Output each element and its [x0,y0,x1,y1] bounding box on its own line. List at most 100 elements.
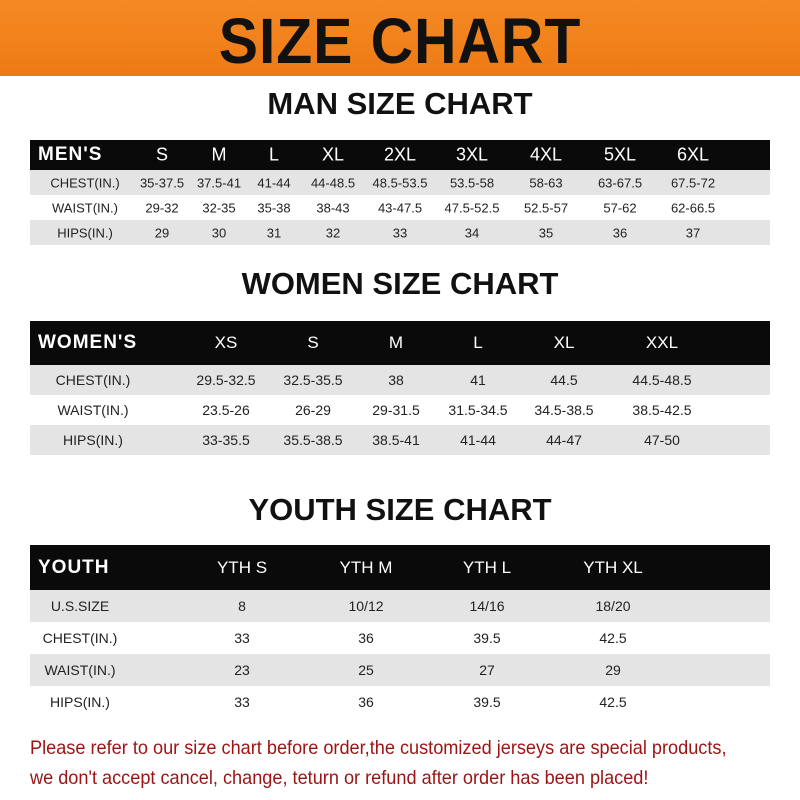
size-header-cell: 3XL [455,144,489,165]
measurement-value: 35.5-38.5 [283,432,343,448]
measurement-value: 29 [154,225,170,240]
measurement-label: CHEST(IN.) [50,175,120,190]
measurement-value: 32.5-35.5 [283,372,343,388]
size-header-cell: L [473,333,483,352]
measurement-value: 8 [238,598,246,614]
measurement-value: 36 [358,630,374,646]
measurement-value: 29 [605,662,621,678]
measurement-value: 39.5 [473,694,501,710]
measurement-value: 39.5 [473,630,501,646]
youth-section-title: YOUTH SIZE CHART [248,492,552,527]
measurement-label: CHEST(IN.) [55,372,131,388]
women-header-row: WOMEN'S XS S M L XL XXL [30,321,770,365]
women-table-row: CHEST(IN.) 29.5-32.5 32.5-35.5 38 41 44.5 44.5… [30,365,770,395]
measurement-value: 41 [470,372,486,388]
measurement-label: WAIST(IN.) [52,200,118,215]
measurement-label: HIPS(IN.) [63,432,123,448]
measurement-value: 33 [234,630,250,646]
size-header-cell: YTH L [462,557,512,577]
order-notice-line-1: Please refer to our size chart before or… [30,737,727,759]
men-table-row: CHEST(IN.) 35-37.5 37.5-41 41-44 44-48.5 48.5… [30,170,770,195]
women-section-title: WOMEN SIZE CHART [241,266,559,301]
women-table-row: WAIST(IN.) 23.5-26 26-29 29-31.5 31.5-34.5 34… [30,395,770,425]
measurement-value: 36 [358,694,374,710]
size-header-cell: 6XL [676,144,710,165]
measurement-value: 18/20 [595,598,631,614]
youth-size-table: YOUTH YTH S YTH M YTH L YTH XL U.S.SIZE 8 10/12… [30,545,770,718]
measurement-label: WAIST(IN.) [57,402,129,418]
measurement-value: 34 [464,225,480,240]
measurement-value: 52.5-57 [523,200,569,215]
measurement-value: 29-32 [145,200,179,215]
measurement-value: 23.5-26 [202,402,250,418]
women-size-table: WOMEN'S XS S M L XL XXL CHEST(IN.) 29.5-32.5 32.5… [30,321,770,455]
size-header-cell: XL [553,333,575,352]
size-header-cell: YTH XL [583,557,643,577]
measurement-value: 14/16 [469,598,505,614]
measurement-value: 35-38 [257,200,291,215]
size-header-cell: 2XL [383,144,417,165]
measurement-label: HIPS(IN.) [57,225,113,240]
measurement-value: 29-31.5 [372,402,420,418]
youth-table-row: HIPS(IN.) 33 36 39.5 42.5 [30,686,770,718]
measurement-value: 47.5-52.5 [444,200,500,215]
size-header-cell: YTH M [339,557,393,577]
measurement-value: 10/12 [348,598,384,614]
size-header-cell: L [268,144,280,165]
table-title-cell: YOUTH [38,556,110,578]
measurement-value: 44.5-48.5 [632,372,692,388]
size-header-cell: YTH S [216,557,268,577]
youth-header-row: YOUTH YTH S YTH M YTH L YTH XL [30,545,770,590]
measurement-value: 33-35.5 [202,432,250,448]
measurement-value: 31.5-34.5 [448,402,508,418]
size-header-cell: XS [214,333,238,352]
youth-table-row: U.S.SIZE 8 10/12 14/16 18/20 [30,590,770,622]
measurement-value: 36 [612,225,628,240]
measurement-value: 37 [685,225,701,240]
size-header-cell: 5XL [603,144,637,165]
measurement-label: U.S.SIZE [50,598,110,614]
measurement-label: CHEST(IN.) [42,630,118,646]
size-header-cell: M [388,333,404,352]
size-header-cell: S [155,144,169,165]
table-title-cell: WOMEN'S [38,332,138,353]
measurement-value: 44.5 [550,372,578,388]
table-title-cell: MEN'S [38,144,103,165]
men-table-row: HIPS(IN.) 29 30 31 32 33 34 35 36 37 [30,220,770,245]
measurement-value: 58-63 [529,175,563,190]
measurement-value: 32-35 [202,200,236,215]
banner-title: SIZE CHART [218,5,582,77]
measurement-value: 41-44 [257,175,291,190]
measurement-value: 43-47.5 [377,200,423,215]
size-header-cell: M [211,144,227,165]
size-header-cell: S [307,333,319,352]
measurement-value: 33 [234,694,250,710]
measurement-value: 67.5-72 [670,175,716,190]
measurement-value: 38.5-42.5 [632,402,692,418]
measurement-value: 38.5-41 [372,432,420,448]
size-header-cell: XXL [645,333,679,352]
youth-table-row: CHEST(IN.) 33 36 39.5 42.5 [30,622,770,654]
measurement-label: WAIST(IN.) [44,662,116,678]
measurement-value: 44-47 [546,432,582,448]
measurement-value: 33 [392,225,408,240]
measurement-value: 32 [325,225,341,240]
measurement-label: HIPS(IN.) [50,694,110,710]
measurement-value: 31 [266,225,282,240]
measurement-value: 26-29 [295,402,331,418]
measurement-value: 37.5-41 [196,175,242,190]
measurement-value: 48.5-53.5 [372,175,428,190]
size-header-cell: 4XL [529,144,563,165]
measurement-value: 62-66.5 [670,200,716,215]
measurement-value: 27 [479,662,495,678]
youth-table-row: WAIST(IN.) 23 25 27 29 [30,654,770,686]
measurement-value: 57-62 [603,200,637,215]
order-notice-line-2: we don't accept cancel, change, teturn o… [30,767,649,789]
men-table-row: WAIST(IN.) 29-32 32-35 35-38 38-43 43-47.5 47.… [30,195,770,220]
men-section-title: MAN SIZE CHART [267,86,533,121]
women-table-row: HIPS(IN.) 33-35.5 35.5-38.5 38.5-41 41-44 44-… [30,425,770,455]
men-size-table: MEN'S S M L XL 2XL 3XL 4XL 5XL 6XL CHEST(IN.) 35-37… [30,140,770,245]
measurement-value: 44-48.5 [310,175,356,190]
measurement-value: 53.5-58 [449,175,495,190]
size-header-cell: XL [321,144,345,165]
